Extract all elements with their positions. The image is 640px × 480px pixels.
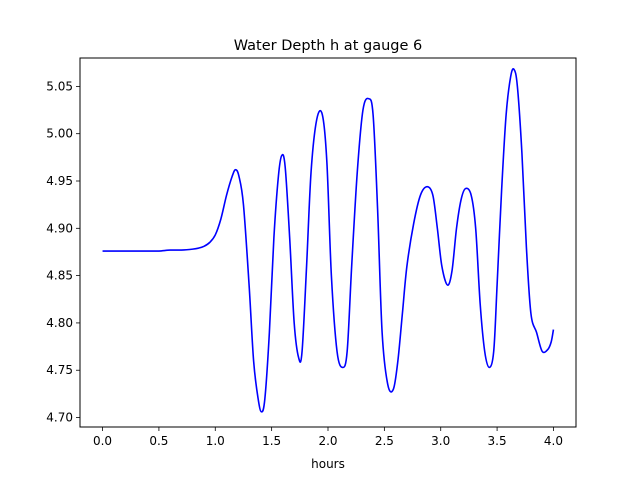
- y-tick-label: 4.85: [46, 269, 73, 283]
- x-tick-label: 2.0: [318, 434, 337, 448]
- x-tick-label: 0.0: [93, 434, 112, 448]
- x-tick-label: 2.5: [375, 434, 394, 448]
- y-tick-label: 5.00: [46, 127, 73, 141]
- series-line-0: [102, 68, 555, 413]
- y-tick-label: 4.75: [46, 363, 73, 377]
- y-tick-label: 4.90: [46, 221, 73, 235]
- chart-title: Water Depth h at gauge 6: [234, 38, 422, 54]
- x-tick-label: 0.5: [149, 434, 168, 448]
- y-tick-label: 4.80: [46, 316, 73, 330]
- x-tick-label: 3.0: [431, 434, 450, 448]
- y-tick-label: 5.05: [46, 79, 73, 93]
- x-axis: 0.0 0.5 1.0 1.5 2.0 2.5 3.0 3.5 4.0: [93, 427, 563, 448]
- y-tick-label: 4.70: [46, 411, 73, 425]
- series-layer: [102, 68, 555, 413]
- x-tick-label: 3.5: [488, 434, 507, 448]
- y-axis: 4.70 4.75 4.80 4.85 4.90 4.95 5.00 5.05: [46, 79, 80, 425]
- y-tick-label: 4.95: [46, 174, 73, 188]
- x-tick-label: 1.5: [262, 434, 281, 448]
- x-tick-label: 4.0: [544, 434, 563, 448]
- x-axis-label: hours: [311, 457, 345, 471]
- x-tick-label: 1.0: [206, 434, 225, 448]
